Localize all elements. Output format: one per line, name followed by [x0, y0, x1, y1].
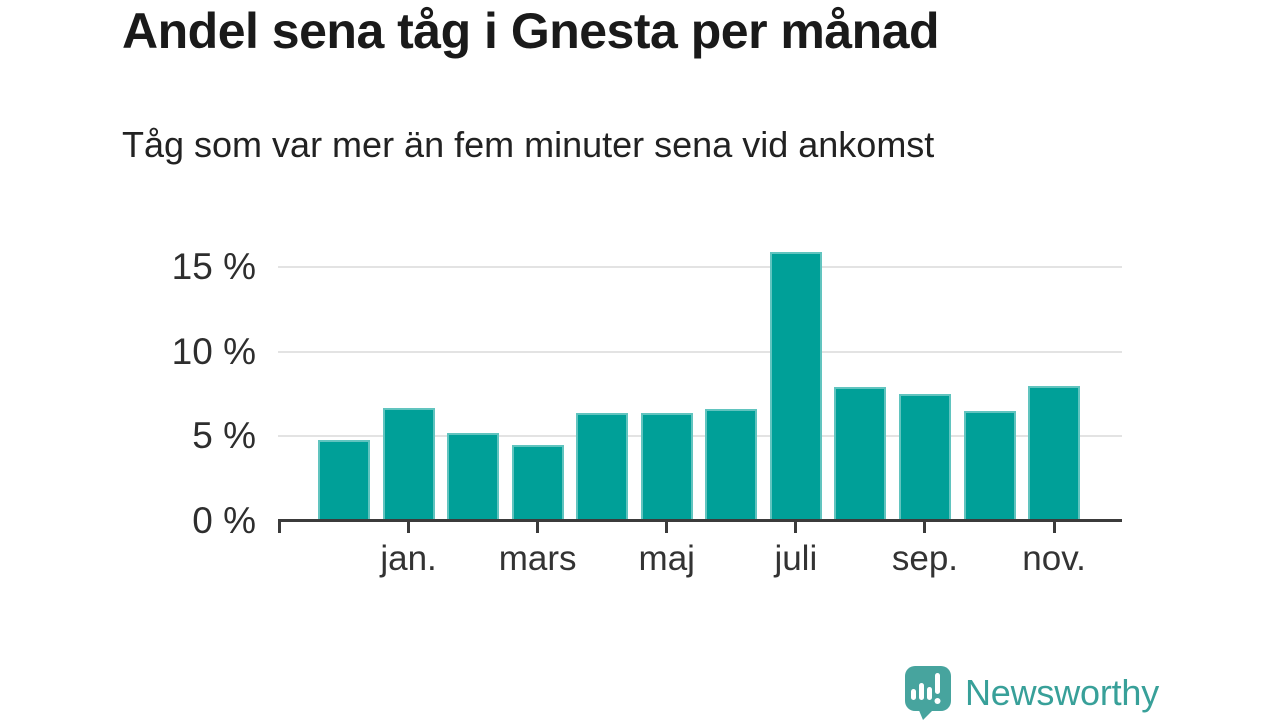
bar-juli — [769, 251, 822, 520]
gridline-15-percent — [278, 266, 1122, 268]
x-axis-line — [278, 519, 1122, 522]
x-axis-label-mars: mars — [498, 539, 577, 578]
x-axis-label-jan: jan. — [380, 539, 437, 578]
x-axis-tick-sep. — [923, 522, 927, 533]
gridline-10-percent — [278, 350, 1122, 353]
newsworthy-logo-icon — [904, 665, 952, 720]
x-axis-label-sep: sep. — [891, 539, 959, 578]
y-axis-label: 0 % — [192, 500, 256, 541]
chart-subtitle: Tåg som var mer än fem minuter sena vid … — [122, 124, 935, 165]
x-axis-label-juli: juli — [774, 539, 818, 578]
chart-title: Andel sena tåg i Gnesta per månad — [122, 3, 940, 59]
x-axis-tick-juli — [794, 522, 798, 533]
gridline-5-percent — [278, 435, 1122, 438]
bar-aug. — [834, 387, 887, 520]
bar-maj — [640, 412, 693, 520]
bar-dec. — [318, 439, 370, 520]
bar-feb. — [447, 432, 500, 520]
x-axis-tick-maj — [665, 522, 669, 533]
x-axis-tick-mars — [536, 522, 540, 533]
bar-april — [576, 412, 629, 520]
y-axis-label: 5 % — [192, 415, 256, 457]
x-axis-label-maj: maj — [638, 539, 695, 578]
y-axis-label: 10 % — [171, 330, 256, 372]
newsworthy-logo: Newsworthy — [904, 665, 1159, 720]
bar-jan. — [382, 407, 435, 520]
bar-juni — [705, 409, 758, 520]
bar-sep. — [898, 394, 951, 520]
bar-okt. — [963, 410, 1016, 520]
x-axis-tick-nov. — [1052, 522, 1056, 533]
newsworthy-brand-name: Newsworthy — [965, 672, 1160, 713]
x-axis-tick-start — [278, 522, 281, 533]
bar-mars — [511, 444, 564, 520]
y-axis-label: 15 % — [171, 246, 256, 287]
x-axis-label-nov: nov. — [1022, 539, 1086, 578]
bar-nov. — [1028, 385, 1081, 520]
x-axis-tick-jan. — [407, 522, 411, 533]
